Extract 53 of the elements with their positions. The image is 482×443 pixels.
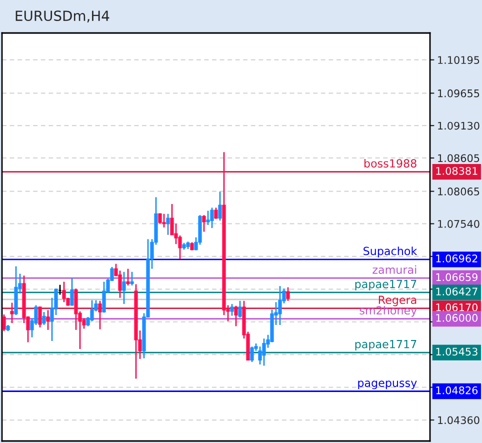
ref-line-label: boss1988: [364, 158, 416, 168]
text: 1.06170: [436, 303, 478, 312]
candlestick: [286, 286, 290, 302]
candlestick: [262, 338, 266, 366]
candlestick: [118, 270, 122, 298]
text: 1.06427: [436, 288, 478, 296]
candlestick: [202, 214, 206, 232]
candlestick: [130, 271, 134, 286]
text: 1.06659: [436, 273, 478, 282]
text: 1.08381: [436, 166, 478, 175]
candlestick: [234, 305, 238, 327]
candlestick: [90, 300, 94, 322]
candlestick: [70, 277, 74, 307]
candlestick: [38, 306, 42, 328]
y-tick-label: 1.08605: [438, 154, 480, 162]
ref-line-label: sm2honey: [360, 306, 417, 317]
candlestick: [46, 309, 50, 331]
candlestick: [98, 300, 102, 330]
candlestick: [206, 210, 210, 226]
candlestick: [162, 213, 166, 228]
candlestick: [250, 346, 254, 363]
y-tick-label: 1.07540: [438, 220, 480, 228]
candlestick: [210, 206, 214, 229]
ref-line-label: papae1717: [355, 280, 416, 290]
y-tick-label: 1.09130: [438, 122, 480, 130]
ref-line-label: papae1717: [355, 340, 416, 350]
candlestick: [126, 268, 130, 286]
y-tick-label: 1.09655: [438, 89, 480, 98]
ref-line-label: Supachok: [364, 246, 418, 258]
candlestick: [122, 271, 126, 305]
text: 1.06000: [436, 314, 478, 322]
chart-title: EURUSDm,H4: [16, 10, 110, 22]
y-tick-label: 1.10195: [438, 56, 480, 64]
ref-line-label: pagepussy: [358, 380, 417, 390]
candlestick: [230, 303, 234, 316]
candlestick: [238, 300, 242, 318]
candlestick: [10, 302, 14, 324]
ref-line-label: Regera: [378, 296, 416, 306]
text: 1.05453: [436, 348, 478, 356]
text: 1.04826: [436, 386, 478, 394]
candlestick: [278, 285, 282, 326]
ref-line-label: zamurai: [372, 265, 416, 274]
candlestick: [102, 281, 106, 314]
candlestick: [62, 281, 66, 303]
candlestick: [158, 212, 162, 224]
candlestick: [214, 206, 218, 220]
y-tick-label: 1.08065: [438, 188, 480, 196]
text: 1.06962: [436, 254, 478, 262]
candlestick: [166, 213, 170, 236]
candlestick: [42, 311, 46, 326]
candlestick: [218, 190, 222, 222]
y-tick-label: 1.04360: [438, 416, 480, 424]
candlestick: [2, 314, 6, 332]
